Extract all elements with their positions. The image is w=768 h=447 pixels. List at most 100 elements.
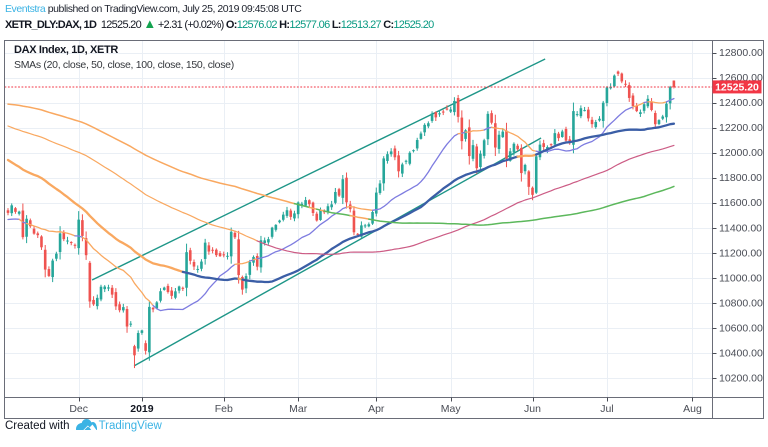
price-tick-label: 11800.00 [719,172,762,184]
candle-body [523,164,527,172]
sma-20-line [371,133,459,211]
candle-body [445,108,449,110]
candle-body [653,113,657,125]
candle-body [81,220,84,236]
candle-body [345,177,348,203]
sma-150-line [7,103,296,205]
candle-body [21,210,25,238]
candle-body [594,121,598,128]
candle-body [482,140,486,156]
candle-body [438,113,441,115]
candle-body [635,105,638,112]
legend-sma-indicator[interactable]: SMAs (20, close, 50, close, 100, close, … [14,58,234,71]
candle-body [427,123,430,127]
sma-50-line [516,153,538,158]
channel-upper-line [91,58,546,281]
sma-20-line [22,221,28,225]
candle-body [122,307,125,311]
candle-body [404,160,408,162]
candle-body [501,131,505,138]
candle-body [393,148,397,158]
candle-body [475,146,479,169]
candle-body [84,238,88,256]
legend-symbol-title[interactable]: DAX Index, 1D, XETR [14,44,118,56]
symbol-name: XETR_DLY:DAX, 1D [5,19,97,31]
candle-body [55,253,58,259]
candle-body [229,231,233,257]
sma-20-line [483,126,493,131]
candle-body [281,214,285,220]
candle-body [62,231,66,240]
candle-body [233,232,237,238]
sma-100-line [7,125,258,242]
sma-20-line [535,106,634,153]
candle-body [531,187,534,195]
candle-body [218,253,222,257]
candle-body [289,210,293,217]
candle-body [464,130,467,139]
candle-body [58,233,62,253]
candle-body [613,75,616,87]
sma-20-line [152,263,236,312]
low-value: 12513.27 [340,19,382,31]
candle-body [110,287,114,295]
plot-area[interactable] [4,40,713,398]
candle-body [572,111,575,145]
publisher-username[interactable]: Eventstra [5,3,46,15]
candle-body [397,155,400,172]
candle-body [244,276,248,289]
sma-150-line [293,202,311,209]
candle-body [226,255,229,257]
sma-20-line [490,126,537,152]
candle-body [374,192,378,214]
sma-20-line [234,260,251,266]
candle-body [624,83,627,85]
price-tick-label: 12000.00 [719,147,763,159]
candle-body [568,139,572,142]
candle-body [66,240,69,242]
candle-body [453,100,456,113]
candle-body [419,133,423,139]
tradingview-brand-text[interactable]: TradingView [98,419,162,432]
candle-body [371,211,374,224]
candle-body [177,286,181,291]
time-tick-label: Feb [215,403,233,415]
candle-body [412,150,415,152]
sma-20-line [665,97,675,103]
time-tick-label: Mar [289,403,308,415]
price-tick-label: 12200.00 [719,122,763,134]
sma-100-line [256,144,675,255]
candle-body [267,239,270,243]
price-tick-label: 10800.00 [719,297,763,309]
candle-body [401,164,404,174]
sma-20-line [256,206,348,260]
price-tick-label: 11400.00 [719,222,762,234]
price-tick-label: 11000.00 [719,272,762,284]
sma-50-line [241,155,519,284]
candle-body [587,109,590,119]
candle-body [627,85,631,98]
channel-lower-line [133,137,542,367]
candle-body [575,114,579,116]
tradingview-logo-icon [75,419,97,430]
candle-body [92,299,95,305]
candle-body [386,154,389,161]
last-price-tag [712,80,762,94]
candle-body [356,233,359,235]
candle-body [14,208,17,212]
open-value: 12576.02 [236,19,278,31]
candle-body [620,73,624,82]
price-tick-label: 12800.00 [719,47,763,59]
candle-body [479,153,482,168]
time-tick-label: Aug [683,403,702,415]
candle-body [162,287,166,290]
high-label: H: [279,19,290,31]
candle-body [181,287,185,289]
candle-body [408,152,412,164]
candle-body [170,290,173,296]
symbol-ohlc-line: XETR_DLY:DAX, 1D 12525.20 ▲ +2.31 (+0.02… [5,16,434,31]
candle-body [583,110,586,112]
sma-20-line [632,101,645,108]
